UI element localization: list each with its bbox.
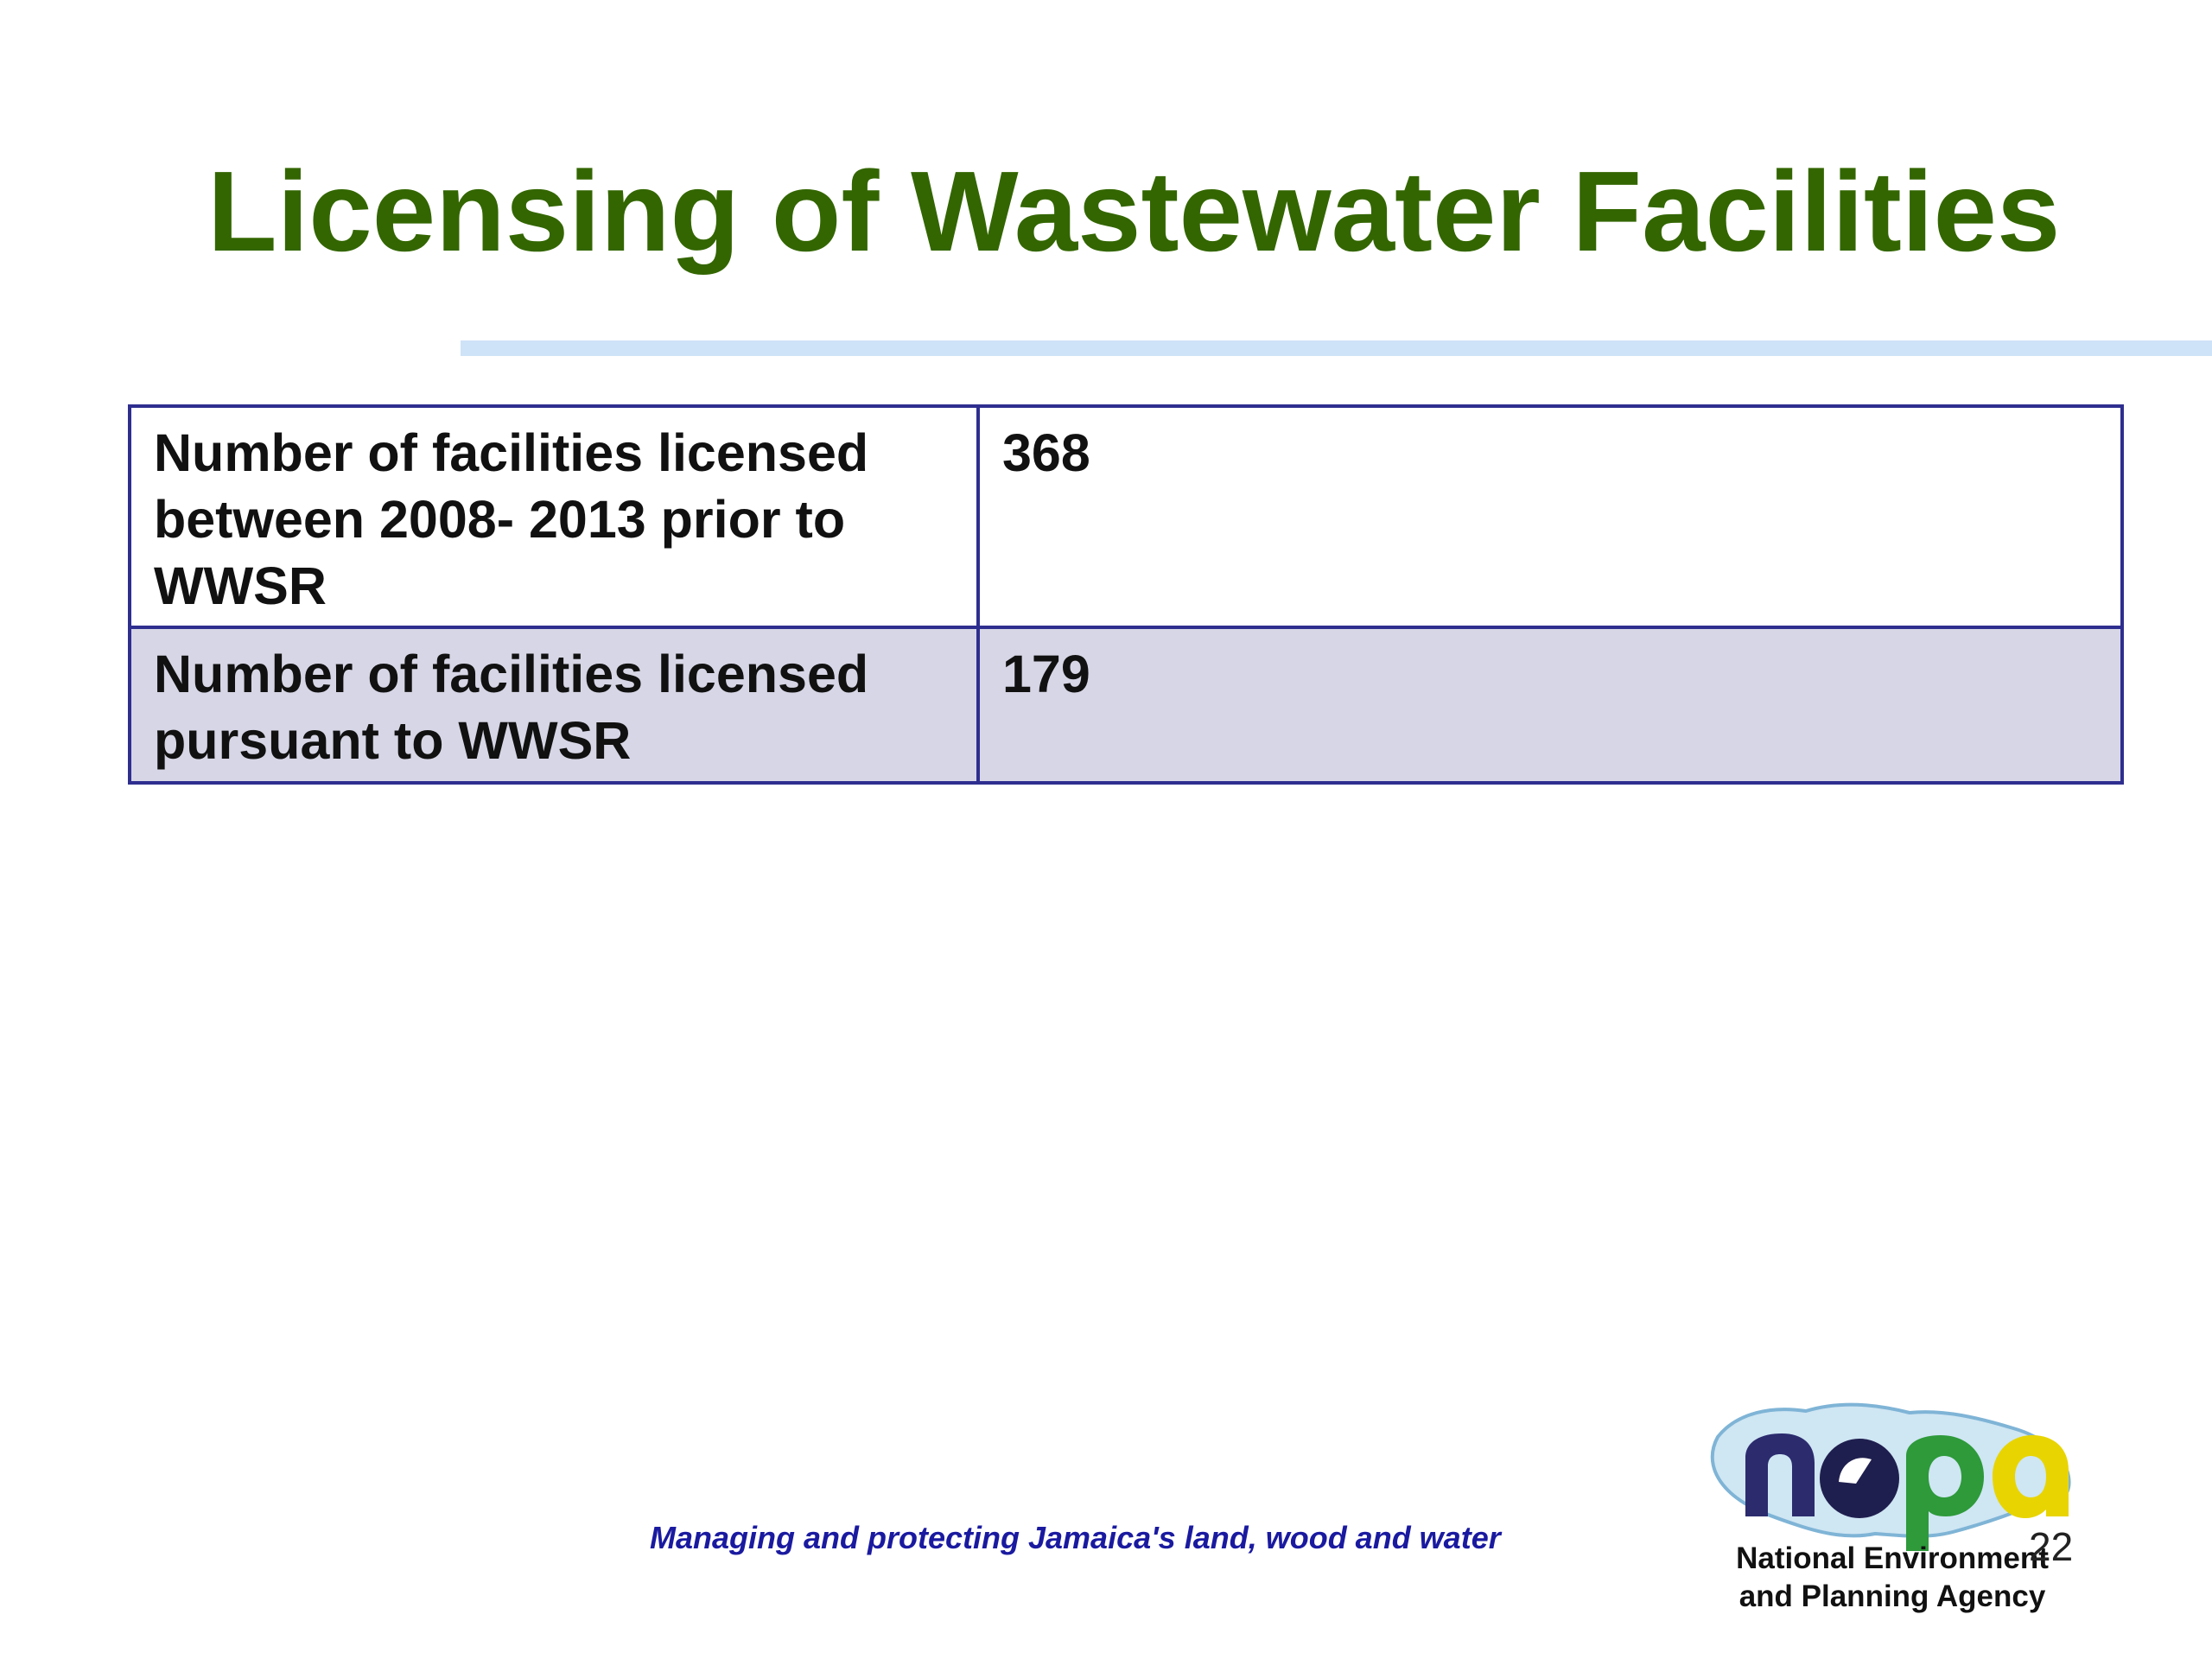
licensing-table: Number of facilities licensed between 20… [128,404,2124,785]
table-row: Number of facilities licensed pursuant t… [128,626,2124,785]
agency-name: National Environment and Planning Agency [1719,1540,2065,1616]
page-number: 22 [2029,1524,2074,1569]
logo-letter-e [1820,1439,1899,1518]
logo-letter-a [1993,1435,2069,1518]
slide-title: Licensing of Wastewater Facilities [207,148,2061,275]
row-value-pre-wwsr: 368 [976,404,2124,629]
table-row: Number of facilities licensed between 20… [128,404,2124,629]
nepa-jamaica-map-logo [1710,1402,2071,1551]
agency-name-line-1: National Environment [1736,1541,2049,1575]
agency-name-line-2: and Planning Agency [1738,1580,2046,1613]
title-divider [461,340,2212,356]
logo-letter-p [1906,1435,1984,1551]
row-label-pre-wwsr: Number of facilities licensed between 20… [128,404,980,629]
footer-tagline: Managing and protecting Jamaica's land, … [650,1520,1501,1555]
row-label-pursuant-wwsr: Number of facilities licensed pursuant t… [128,626,980,785]
logo-letter-n [1745,1433,1815,1516]
nepa-logo-icon [1702,1387,2082,1560]
logo-letter-e-mark [1839,1458,1872,1484]
row-value-pursuant-wwsr: 179 [976,626,2124,785]
